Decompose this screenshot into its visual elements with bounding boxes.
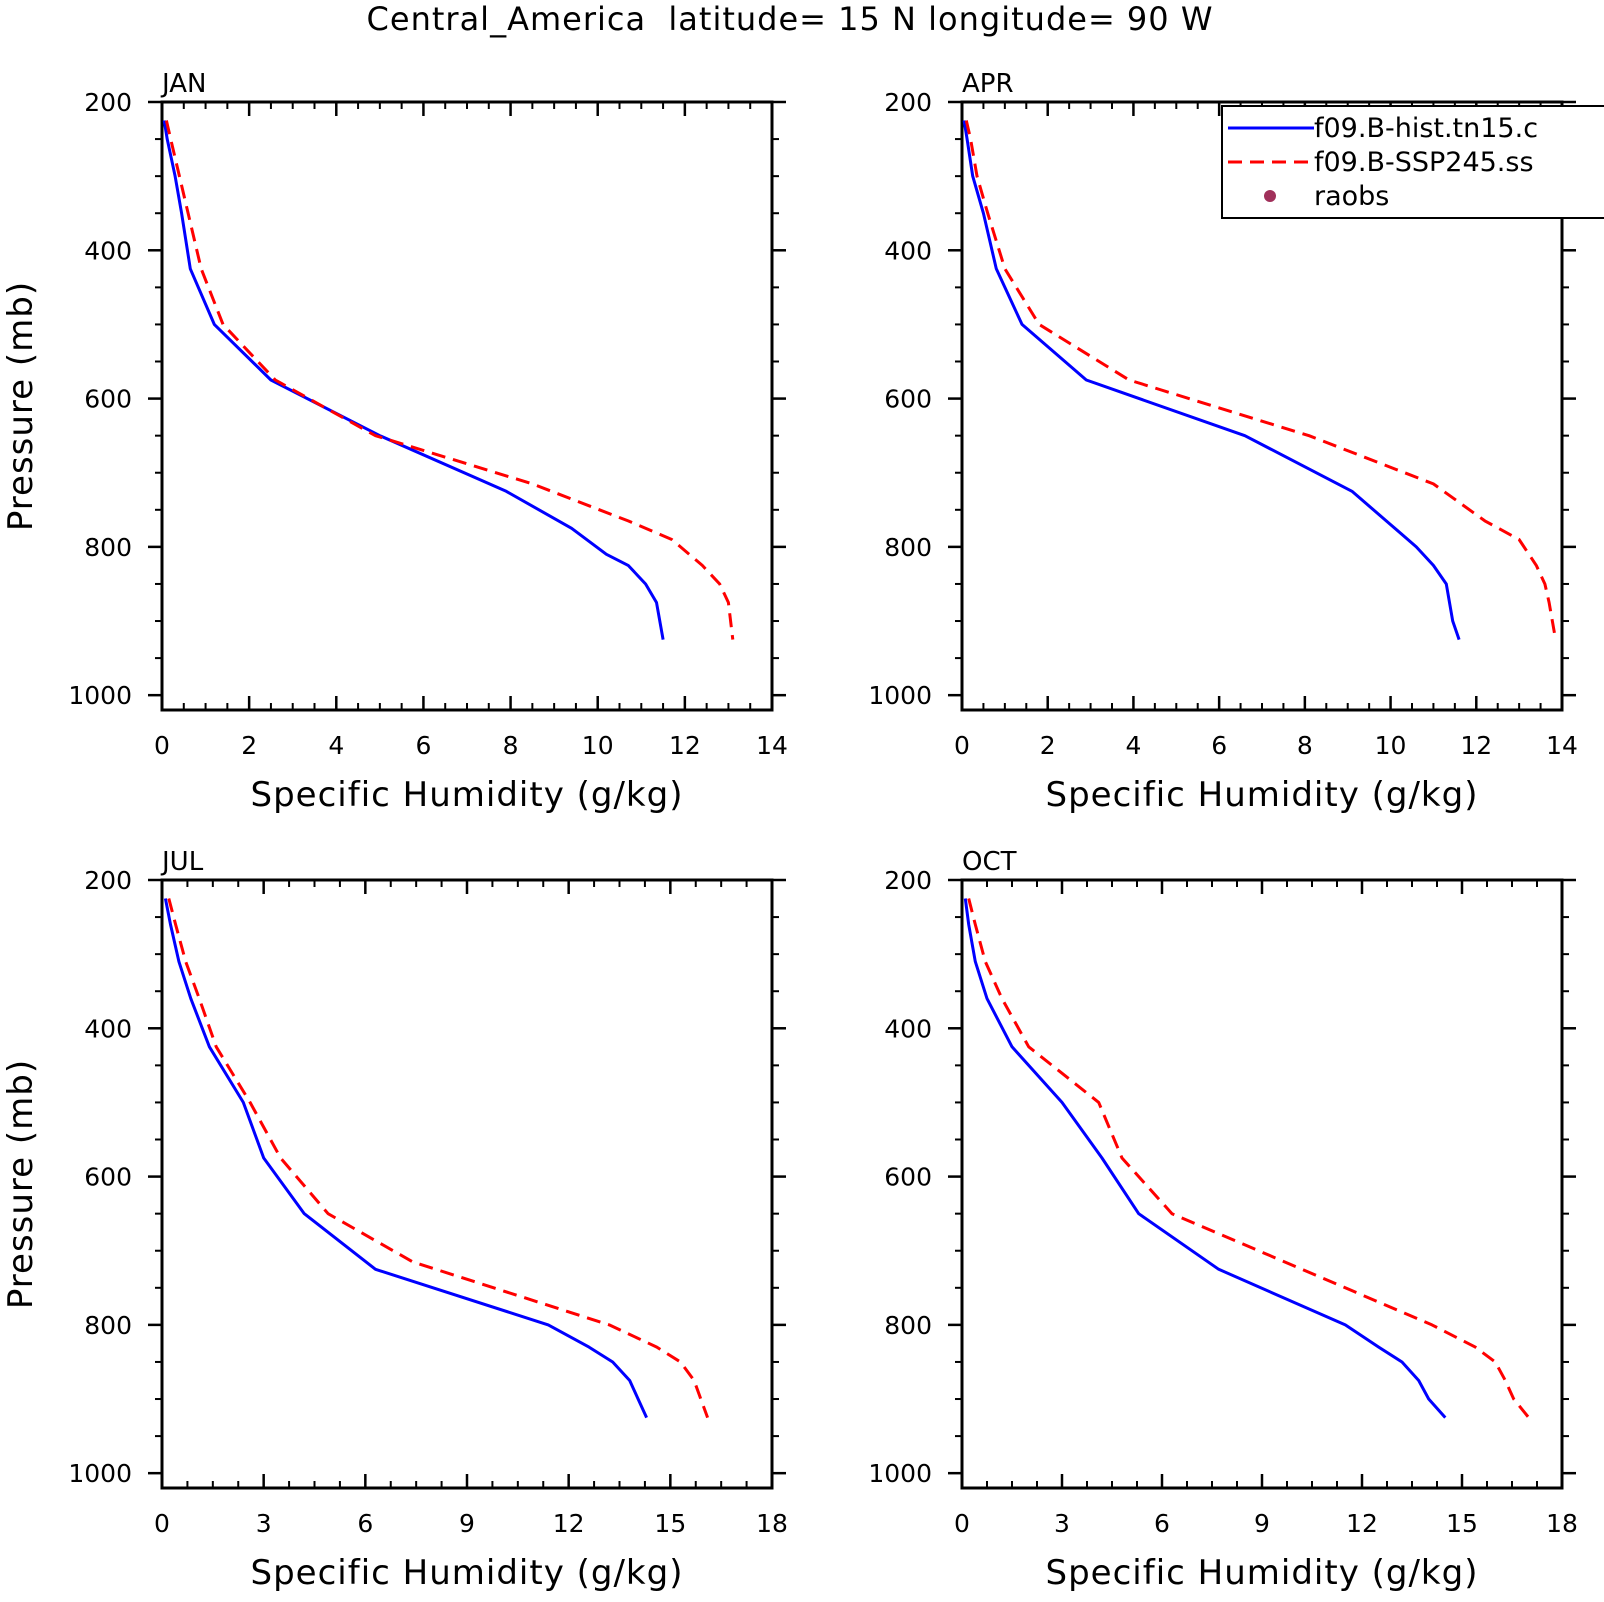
x-tick-label: 2 (1040, 731, 1056, 760)
x-tick-label: 9 (459, 1509, 475, 1538)
panel-title: JUL (160, 847, 204, 877)
series-ssp245-line (167, 898, 710, 1419)
x-axis-label: Specific Humidity (g/kg) (251, 1553, 684, 1593)
x-tick-label: 10 (582, 731, 614, 760)
y-tick-label: 200 (884, 866, 932, 895)
legend-label: f09.B-SSP245.ss (1314, 147, 1534, 178)
panel-title: OCT (962, 847, 1017, 877)
x-tick-label: 6 (357, 1509, 373, 1538)
x-tick-label: 8 (1297, 731, 1313, 760)
y-tick-label: 400 (884, 236, 932, 265)
series-ssp245-line (967, 898, 1530, 1419)
x-tick-label: 18 (756, 1509, 788, 1538)
y-tick-label: 1000 (68, 681, 132, 710)
series-hist-line (162, 120, 665, 640)
y-tick-label: 200 (884, 88, 932, 117)
y-tick-label: 1000 (68, 1459, 132, 1488)
y-tick-label: 800 (84, 533, 132, 562)
y-tick-label: 400 (84, 1014, 132, 1043)
y-tick-label: 1000 (868, 1459, 932, 1488)
x-tick-label: 6 (415, 731, 431, 760)
x-tick-label: 12 (553, 1509, 585, 1538)
x-tick-label: 14 (756, 731, 788, 760)
x-tick-label: 12 (669, 731, 701, 760)
x-tick-label: 6 (1211, 731, 1227, 760)
y-tick-label: 800 (884, 1311, 932, 1340)
series-hist-line (963, 898, 1447, 1419)
x-tick-label: 3 (256, 1509, 272, 1538)
x-tick-label: 0 (154, 731, 170, 760)
panel-oct: OCT 0 3 6 9 12 15 18 200 400 600 800 1000 Specific Hu… (868, 847, 1578, 1593)
y-tick-label: 600 (84, 1163, 132, 1192)
y-tick-label: 800 (884, 533, 932, 562)
panel-title: JAN (160, 69, 206, 99)
y-tick-label: 200 (84, 866, 132, 895)
plot-frame (960, 878, 1564, 1490)
x-tick-label: 4 (328, 731, 344, 760)
y-tick-label: 800 (84, 1311, 132, 1340)
x-tick-label: 12 (1460, 731, 1492, 760)
y-tick-label: 600 (884, 1163, 932, 1192)
y-tick-label: 600 (884, 385, 932, 414)
x-tick-label: 2 (241, 731, 257, 760)
legend-marker-raobs (1264, 190, 1276, 202)
x-tick-label: 12 (1346, 1509, 1378, 1538)
y-axis-label: Pressure (mb) (1, 281, 41, 531)
legend-label: f09.B-hist.tn15.c (1314, 113, 1538, 144)
x-axis-label: Specific Humidity (g/kg) (1046, 1553, 1479, 1593)
series-ssp245-line (164, 120, 735, 640)
x-tick-label: 9 (1254, 1509, 1270, 1538)
plot-frame (160, 878, 774, 1490)
x-axis-label: Specific Humidity (g/kg) (251, 775, 684, 815)
x-axis-label: Specific Humidity (g/kg) (1046, 775, 1479, 815)
x-tick-label: 10 (1375, 731, 1407, 760)
x-tick-label: 15 (1446, 1509, 1478, 1538)
y-tick-label: 400 (884, 1014, 932, 1043)
panel-jul: JUL 0 3 6 9 12 15 18 200 400 600 800 1000 Specific Hu… (1, 847, 788, 1593)
y-tick-label: 200 (84, 88, 132, 117)
figure-title: Central_America latitude= 15 N longitude… (367, 0, 1214, 38)
y-axis-label: Pressure (mb) (1, 1059, 41, 1309)
series-hist-line (962, 120, 1461, 641)
x-tick-label: 8 (503, 731, 519, 760)
legend-label: raobs (1314, 181, 1389, 212)
x-tick-label: 0 (954, 731, 970, 760)
x-tick-label: 3 (1054, 1509, 1070, 1538)
panel-jan: JAN 0 2 4 6 8 10 12 14 200 400 600 800 1000 Specific H… (1, 69, 788, 815)
series-hist-line (163, 898, 648, 1419)
series-ssp245-line (964, 120, 1558, 640)
panel-title: APR (962, 69, 1014, 99)
x-tick-label: 6 (1154, 1509, 1170, 1538)
y-tick-label: 600 (84, 385, 132, 414)
x-tick-label: 0 (954, 1509, 970, 1538)
plot-frame (160, 100, 774, 712)
x-tick-label: 14 (1546, 731, 1578, 760)
x-tick-label: 4 (1125, 731, 1141, 760)
y-tick-label: 1000 (868, 681, 932, 710)
x-tick-label: 0 (154, 1509, 170, 1538)
y-tick-label: 400 (84, 236, 132, 265)
x-tick-label: 18 (1546, 1509, 1578, 1538)
x-tick-label: 15 (654, 1509, 686, 1538)
